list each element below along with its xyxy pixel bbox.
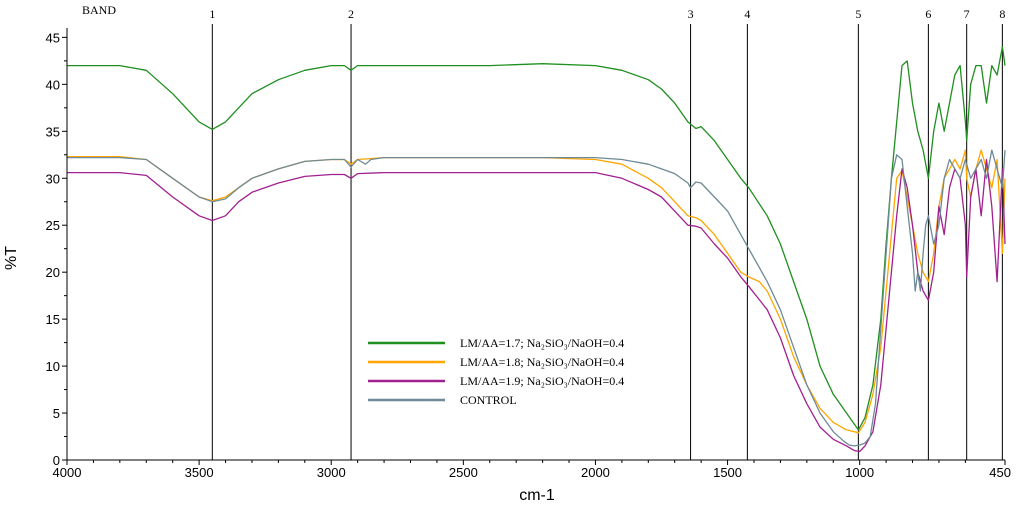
y-tick-label: 20 [46,265,60,280]
band-lines: 1 2 3 4 5 6 7 8 [209,7,1005,460]
y-tick-label: 35 [46,124,60,139]
x-ticks: 4000 3500 3000 2500 2000 1500 1000 450 [53,460,1011,480]
band-title: BAND [82,3,116,17]
x-tick-label: 1000 [845,465,874,480]
band-label: 2 [348,7,354,21]
x-tick-label: 450 [989,465,1011,480]
band-label: 5 [855,7,861,21]
y-tick-label: 5 [53,406,60,421]
legend: LM/AA=1.7; Na₂SiO₃/NaOH=0.4 LM/AA=1.8; Na… [368,336,624,407]
x-tick-label: 2000 [581,465,610,480]
legend-label: LM/AA=1.9; Na₂SiO₃/NaOH=0.4 [460,374,624,388]
y-tick-label: 25 [46,218,60,233]
x-tick-label: 4000 [53,465,82,480]
y-tick-label: 30 [46,171,60,186]
x-tick-label: 3000 [317,465,346,480]
series-line [67,149,1006,447]
series-line [67,158,1006,453]
y-tick-label: 45 [46,30,60,45]
legend-label: LM/AA=1.8; Na₂SiO₃/NaOH=0.4 [460,355,624,369]
y-tick-label: 0 [53,453,60,468]
band-label: 8 [999,7,1005,21]
x-axis-title: cm-1 [519,487,555,504]
band-label: 3 [688,7,694,21]
x-tick-label: 1500 [713,465,742,480]
axes [66,28,1005,461]
band-label: 4 [744,7,750,21]
series-lines [67,46,1006,453]
band-label: 1 [209,7,215,21]
band-label: 7 [964,7,970,21]
x-tick-label: 3500 [185,465,214,480]
y-axis-title: %T [3,246,20,270]
y-tick-label: 40 [46,77,60,92]
y-ticks: 0 5 10 15 20 25 30 35 40 45 [46,30,67,468]
series-line [67,149,1006,434]
y-tick-label: 10 [46,359,60,374]
series-line [67,46,1006,431]
x-tick-label: 2500 [449,465,478,480]
legend-label: LM/AA=1.7; Na₂SiO₃/NaOH=0.4 [460,336,624,350]
legend-label: CONTROL [460,393,517,407]
y-tick-label: 15 [46,312,60,327]
band-label: 6 [925,7,931,21]
